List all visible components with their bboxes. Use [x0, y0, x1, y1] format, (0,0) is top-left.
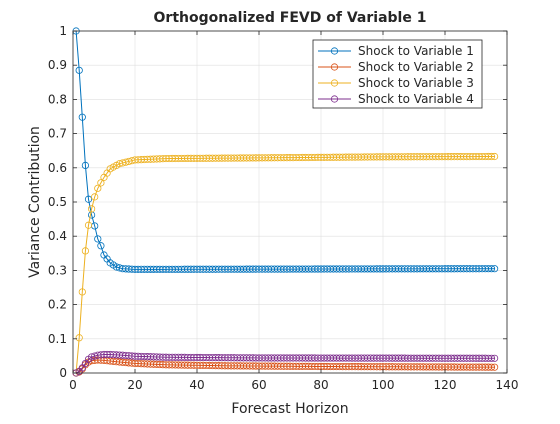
data-point [487, 354, 496, 362]
data-point [487, 363, 496, 371]
data-point [487, 152, 496, 161]
data-point [487, 265, 496, 273]
y-tick-label: 0.5 [48, 195, 67, 209]
series-2 [72, 356, 499, 377]
y-tick-label: 0 [59, 366, 67, 380]
y-tick-label: 1 [59, 24, 67, 38]
data-point [78, 113, 86, 121]
y-axis-label: Variance Contribution [27, 126, 43, 278]
legend-label: Shock to Variable 3 [358, 76, 474, 90]
data-point [75, 334, 83, 342]
data-point [81, 161, 90, 170]
legend-marker [330, 95, 339, 103]
data-point [490, 265, 499, 273]
legend-marker [330, 79, 339, 87]
x-tick-label: 0 [69, 378, 77, 392]
series-layer [72, 27, 499, 377]
y-tick-label: 0.4 [48, 229, 67, 243]
legend: Shock to Variable 1 Shock to Variable 2 Sh… [312, 39, 483, 109]
data-point [97, 179, 105, 187]
data-point [91, 193, 99, 201]
x-tick-label: 20 [127, 378, 142, 392]
series-1 [72, 27, 499, 273]
y-tick-label: 0.7 [48, 127, 67, 141]
legend-item: Shock to Variable 1 [318, 44, 474, 58]
legend-item: Shock to Variable 2 [318, 60, 474, 74]
y-tick-label: 0.2 [48, 298, 67, 312]
data-point [490, 363, 499, 371]
legend-item: Shock to Variable 4 [318, 92, 474, 106]
series-line [75, 30, 495, 270]
series-3 [72, 152, 499, 377]
legend-label: Shock to Variable 4 [358, 92, 474, 106]
chart-title: Orthogonalized FEVD of Variable 1 [154, 10, 427, 26]
data-point [490, 354, 499, 362]
x-axis-label: Forecast Horizon [231, 401, 348, 417]
series-4 [72, 350, 499, 377]
legend-marker [330, 47, 339, 55]
series-line [75, 359, 495, 374]
y-tick-label: 0.1 [48, 332, 67, 346]
y-tick-label: 0.8 [48, 92, 67, 106]
data-point [94, 235, 102, 243]
data-point [88, 205, 96, 213]
x-tick-label: 60 [251, 378, 266, 392]
x-tick-label: 120 [434, 378, 457, 392]
y-tick-label: 0.6 [48, 161, 67, 175]
legend-item: Shock to Variable 3 [318, 76, 474, 90]
series-line [75, 354, 495, 374]
data-point [490, 152, 499, 161]
data-point [94, 184, 102, 192]
y-tick-label: 0.9 [48, 58, 67, 72]
data-point [81, 247, 90, 255]
data-point [84, 195, 93, 203]
y-tick-label: 0.3 [48, 263, 67, 277]
legend-label: Shock to Variable 2 [358, 60, 474, 74]
x-tick-label: 100 [372, 378, 395, 392]
axis-ticks: 0 20 40 60 80 100 120 140 0 0.1 0.2 0.3 0.4 0.5 0.6 0.7… [48, 24, 519, 392]
x-tick-label: 40 [189, 378, 204, 392]
data-point [75, 66, 83, 74]
x-tick-label: 80 [313, 378, 328, 392]
data-point [84, 221, 93, 229]
x-tick-label: 140 [496, 378, 519, 392]
data-point [97, 242, 105, 250]
series-line [75, 156, 495, 374]
legend-label: Shock to Variable 1 [358, 44, 474, 58]
data-point [78, 288, 86, 296]
legend-marker [330, 63, 339, 71]
